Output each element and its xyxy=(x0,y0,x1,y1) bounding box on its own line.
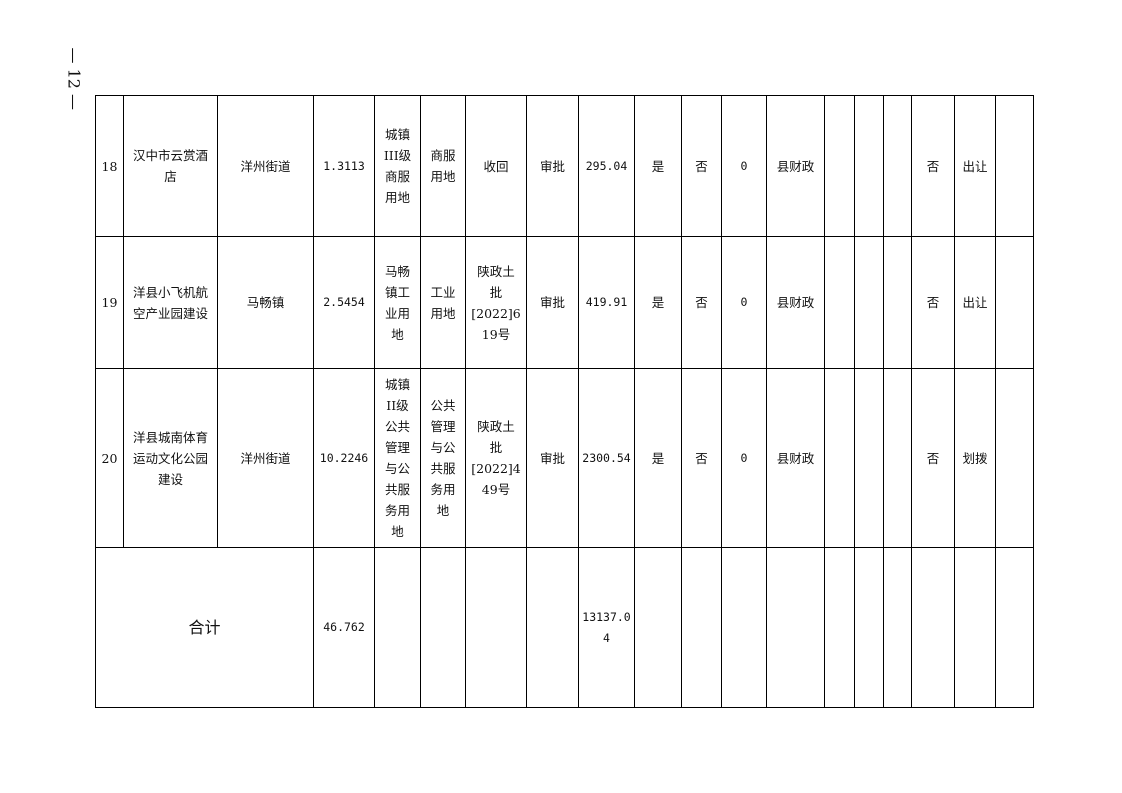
cell-c16 xyxy=(883,368,912,548)
cell-c15 xyxy=(854,236,884,369)
cell-no: 19 xyxy=(95,236,124,369)
total-label: 合计 xyxy=(95,547,314,708)
cell-c15 xyxy=(854,368,884,548)
cell-c17: 否 xyxy=(911,368,955,548)
cell-approval: 审批 xyxy=(526,95,579,237)
cell-amount: 419.91 xyxy=(578,236,635,369)
cell-land-level: 马畅 镇工 业用 地 xyxy=(374,236,421,369)
cell-land-use: 工业 用地 xyxy=(420,236,466,369)
total-row: 合计 46.762 13137.0 4 xyxy=(95,547,1034,708)
cell-method: 出让 xyxy=(954,236,996,369)
cell-no: 18 xyxy=(95,95,124,237)
cell-area: 10.2246 xyxy=(313,368,375,548)
cell-area: 2.5454 xyxy=(313,236,375,369)
cell-c16 xyxy=(883,236,912,369)
cell-c17: 否 xyxy=(911,236,955,369)
cell-c14 xyxy=(824,368,855,548)
cell-c10: 是 xyxy=(634,368,682,548)
land-table: 18 汉中市云赏酒 店洋州街道 1.3113 城镇 III级 商服 用地 商服 用地 收回… xyxy=(95,95,1034,708)
cell-land-use: 公共 管理 与公 共服 务用 地 xyxy=(420,368,466,548)
cell-c16 xyxy=(883,95,912,237)
cell-amount: 2300.54 xyxy=(578,368,635,548)
cell-funding: 县财政 xyxy=(766,368,825,548)
cell-c11: 否 xyxy=(681,236,722,369)
cell-land-level: 城镇 II级 公共 管理 与公 共服 务用 地 xyxy=(374,368,421,548)
table-row: 19 洋县小飞机航 空产业园建设 马畅镇 2.5454 马畅 镇工 业用 地工业 用地陕… xyxy=(95,236,1034,369)
cell-c19 xyxy=(995,368,1034,548)
cell-method: 出让 xyxy=(954,95,996,237)
cell-c10: 是 xyxy=(634,236,682,369)
cell-c11: 否 xyxy=(681,368,722,548)
cell-land-level: 城镇 III级 商服 用地 xyxy=(374,95,421,237)
cell-location: 洋州街道 xyxy=(217,368,314,548)
cell-no: 20 xyxy=(95,368,124,548)
cell-c12: 0 xyxy=(721,368,767,548)
cell-c12: 0 xyxy=(721,95,767,237)
cell-source: 陕政土 批 [2022]4 49号 xyxy=(465,368,527,548)
cell-source: 收回 xyxy=(465,95,527,237)
cell-source: 陕政土 批 [2022]6 19号 xyxy=(465,236,527,369)
cell-c15 xyxy=(854,95,884,237)
cell-funding: 县财政 xyxy=(766,236,825,369)
cell-funding: 县财政 xyxy=(766,95,825,237)
table-row: 20 洋县城南体育 运动文化公园 建设 洋州街道 10.2246 城镇 II级 公共 管… xyxy=(95,368,1034,548)
cell-project: 汉中市云赏酒 店 xyxy=(123,95,218,237)
total-amount: 13137.0 4 xyxy=(578,547,635,708)
cell-amount: 295.04 xyxy=(578,95,635,237)
cell-c19 xyxy=(995,95,1034,237)
total-area: 46.762 xyxy=(313,547,375,708)
cell-c14 xyxy=(824,95,855,237)
cell-c14 xyxy=(824,236,855,369)
cell-location: 马畅镇 xyxy=(217,236,314,369)
page-number: — 12 — xyxy=(64,47,84,111)
cell-project: 洋县城南体育 运动文化公园 建设 xyxy=(123,368,218,548)
cell-c12: 0 xyxy=(721,236,767,369)
cell-c11: 否 xyxy=(681,95,722,237)
cell-land-use: 商服 用地 xyxy=(420,95,466,237)
cell-c19 xyxy=(995,236,1034,369)
cell-location: 洋州街道 xyxy=(217,95,314,237)
cell-approval: 审批 xyxy=(526,368,579,548)
cell-method: 划拨 xyxy=(954,368,996,548)
cell-project: 洋县小飞机航 空产业园建设 xyxy=(123,236,218,369)
cell-c17: 否 xyxy=(911,95,955,237)
cell-c10: 是 xyxy=(634,95,682,237)
table-row: 18 汉中市云赏酒 店洋州街道 1.3113 城镇 III级 商服 用地 商服 用地 收回… xyxy=(95,95,1034,237)
cell-area: 1.3113 xyxy=(313,95,375,237)
cell-approval: 审批 xyxy=(526,236,579,369)
